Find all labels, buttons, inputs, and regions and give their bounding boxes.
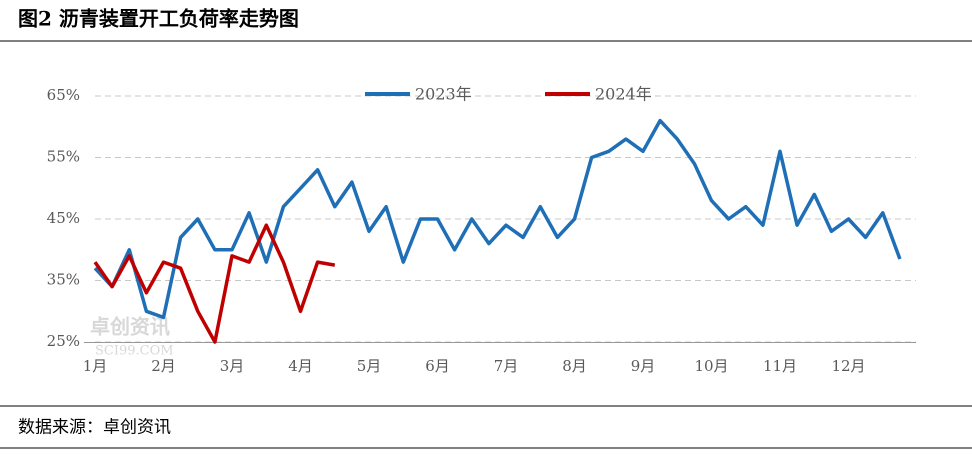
y-tick-label: 25% [47,332,80,350]
legend-label: 2024年 [595,85,652,104]
x-tick-label: 11月 [763,357,797,375]
plot: 25% 35% 45% 55% 65% 1月 2月 3月 4月 5月 6月 7月 8月 9月 10月 11月 1… [47,85,916,375]
series-line [93,118,902,320]
y-tick-label: 65% [47,86,80,104]
x-tick-label: 2月 [151,357,176,375]
watermark: 卓创资讯 [90,315,170,339]
legend-label: 2023年 [415,85,472,104]
series-line [93,223,336,344]
y-tick-label: 55% [47,148,80,166]
x-tick-label: 9月 [631,357,656,375]
x-tick-label: 3月 [220,357,245,375]
x-tick-label: 7月 [494,357,519,375]
x-tick-label: 5月 [357,357,382,375]
x-tick-label: 6月 [425,357,450,375]
x-tick-label: 4月 [288,357,313,375]
y-tick-label: 45% [47,209,80,227]
x-tick-label: 1月 [83,357,108,375]
x-tick-label: 8月 [562,357,587,375]
x-tick-label: 12月 [831,357,865,375]
x-tick-label: 10月 [694,357,728,375]
watermark: SCI99.COM [95,344,174,359]
y-tick-label: 35% [47,271,80,289]
source: 数据来源：卓创资讯 [18,418,171,438]
title: 图2 沥青装置开工负荷率走势图 [18,7,299,31]
